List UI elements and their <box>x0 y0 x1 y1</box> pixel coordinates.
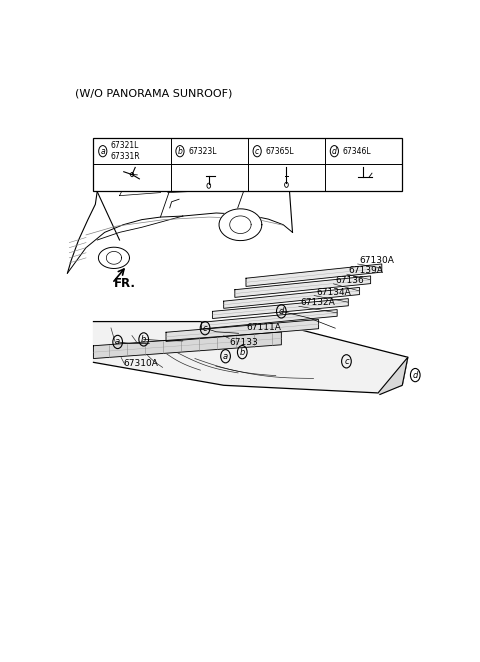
Polygon shape <box>202 310 337 329</box>
Text: 67139A: 67139A <box>348 266 384 275</box>
Polygon shape <box>246 264 382 287</box>
Text: 67321L
67331R: 67321L 67331R <box>111 142 141 161</box>
Text: d: d <box>332 147 337 156</box>
Text: 67130A: 67130A <box>360 256 395 265</box>
Text: 67310A: 67310A <box>123 359 158 368</box>
Text: 67136: 67136 <box>335 276 364 285</box>
Text: a: a <box>223 352 228 361</box>
Text: d: d <box>413 371 418 379</box>
Polygon shape <box>131 148 272 187</box>
Text: b: b <box>178 147 182 156</box>
Text: 67365L: 67365L <box>265 147 294 156</box>
Polygon shape <box>94 332 281 359</box>
Text: a: a <box>100 147 105 156</box>
Polygon shape <box>213 299 348 318</box>
Text: 67346L: 67346L <box>343 147 371 156</box>
Polygon shape <box>378 357 408 395</box>
Text: (W/O PANORAMA SUNROOF): (W/O PANORAMA SUNROOF) <box>75 89 232 99</box>
Text: c: c <box>203 324 207 333</box>
Polygon shape <box>98 247 130 269</box>
Text: d: d <box>279 307 284 316</box>
Polygon shape <box>94 322 408 393</box>
Text: a: a <box>115 338 120 346</box>
Polygon shape <box>219 209 262 240</box>
Text: c: c <box>255 147 259 156</box>
Polygon shape <box>166 320 319 342</box>
Text: FR.: FR. <box>114 277 136 290</box>
Text: 67134A: 67134A <box>316 287 351 297</box>
Text: 67111A: 67111A <box>246 323 281 332</box>
Text: b: b <box>240 348 245 357</box>
Polygon shape <box>224 287 360 308</box>
Polygon shape <box>235 276 371 297</box>
Text: 67323L: 67323L <box>188 147 216 156</box>
Text: 67133: 67133 <box>229 338 258 348</box>
Text: c: c <box>344 357 349 366</box>
Text: 67132A: 67132A <box>300 299 336 307</box>
Text: b: b <box>141 335 146 344</box>
Bar <box>94 138 402 191</box>
